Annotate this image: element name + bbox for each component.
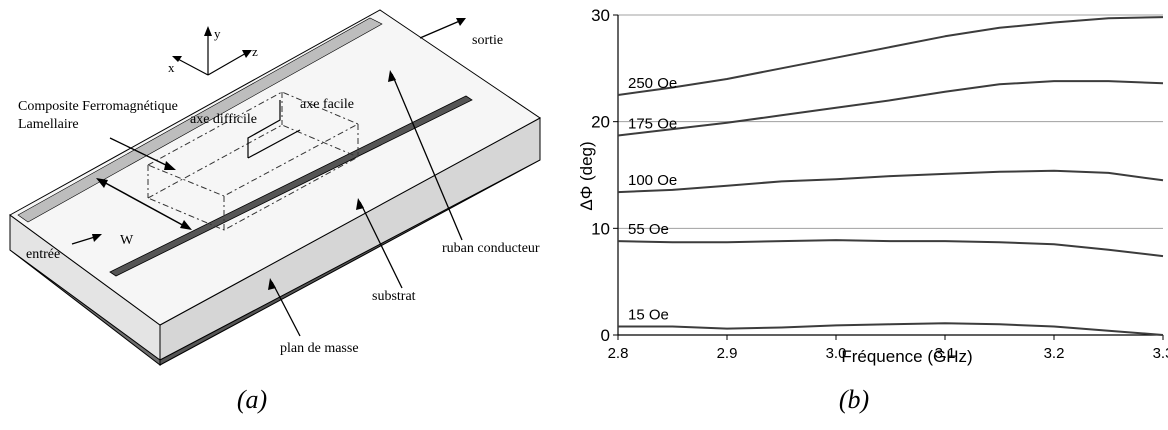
- y-arrow-icon: [204, 26, 212, 36]
- label-sortie: sortie: [472, 33, 503, 48]
- y-tick-label: 10: [591, 219, 610, 238]
- z-arrow-icon: [242, 50, 252, 58]
- y-tick-label: 0: [601, 326, 610, 345]
- label-substrat: substrat: [372, 289, 416, 304]
- label-w: W: [120, 233, 134, 248]
- axis-lines: [247, 100, 301, 159]
- w-dimension-line: [99, 179, 189, 229]
- w-arrow-left-icon: [96, 178, 108, 188]
- series-line: [617, 169, 1164, 194]
- x-axis-label: Fréquence (GHz): [841, 347, 972, 366]
- caption-b: (b): [838, 385, 870, 414]
- series-line: [618, 322, 1164, 336]
- series-line: [617, 16, 1164, 96]
- label-composite-line1: Composite Ferromagnétique: [18, 99, 178, 114]
- label-axe-difficile: axe difficile: [190, 112, 257, 127]
- series-label: 100 Oe: [628, 172, 677, 189]
- x-tick-label: 3.1: [935, 345, 956, 362]
- label-entree: entrée: [26, 247, 60, 262]
- series-lines: [617, 16, 1164, 336]
- axis-label-y: y: [214, 26, 221, 41]
- y-tick-label: 30: [591, 6, 610, 25]
- axes: [613, 14, 1164, 340]
- series-label: 15 Oe: [628, 306, 669, 323]
- series-line: [617, 80, 1164, 137]
- series-labels: 250 Oe 175 Oe 100 Oe 55 Oe 15 Oe: [628, 75, 677, 323]
- series-line: [617, 239, 1164, 258]
- axis-label-x: x: [168, 60, 175, 75]
- x-tick-label: 3.3: [1153, 345, 1168, 362]
- grid-lines: [618, 14, 1163, 229]
- series-label: 250 Oe: [628, 75, 677, 92]
- microstrip-diagram: y z x W Composite Ferromagnétique Lamell…: [9, 9, 541, 367]
- x-tick-label: 3.2: [1044, 345, 1065, 362]
- x-tick-label: 2.9: [717, 345, 738, 362]
- x-arrow-icon: [172, 56, 182, 62]
- x-tick-label: 2.8: [608, 345, 629, 362]
- composite-box: [146, 91, 360, 231]
- series-label: 175 Oe: [628, 116, 677, 133]
- coordinate-axes: [175, 32, 249, 76]
- leader-arrows: [71, 19, 463, 337]
- leader-arrowheads: [92, 18, 466, 290]
- left-edge-strip: [17, 17, 383, 223]
- y-axis-label: ΔΦ (deg): [580, 141, 596, 210]
- phase-shift-chart: 250 Oe 175 Oe 100 Oe 55 Oe 15 Oe 0 10 20 30 2.8 2…: [580, 6, 1168, 366]
- label-ruban: ruban conducteur: [442, 241, 540, 256]
- conductor-strip: [109, 95, 473, 277]
- tick-labels: 0 10 20 30 2.8 2.9 3.0 3.1 3.2 3.3: [591, 6, 1168, 362]
- y-tick-label: 20: [591, 113, 610, 132]
- substrate-top: [9, 9, 541, 326]
- caption-a: (a): [236, 385, 268, 414]
- label-axe-facile: axe facile: [300, 97, 354, 112]
- series-label: 55 Oe: [628, 221, 669, 238]
- label-plan-masse: plan de masse: [280, 341, 359, 356]
- label-composite-line2: Lamellaire: [18, 117, 79, 132]
- x-tick-label: 3.0: [826, 345, 847, 362]
- w-arrow-right-icon: [180, 220, 192, 230]
- axis-label-z: z: [252, 44, 258, 59]
